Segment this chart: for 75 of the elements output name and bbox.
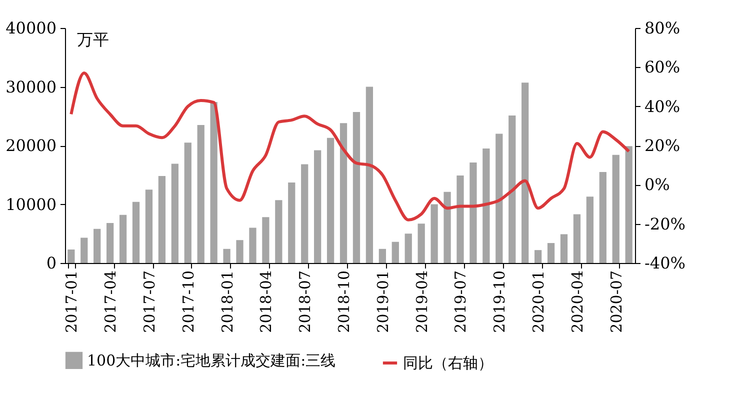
x-tick-label: 2017-04 bbox=[102, 270, 120, 333]
x-tick-label: 2020-07 bbox=[607, 270, 626, 333]
bar bbox=[378, 248, 386, 263]
line-series bbox=[70, 72, 630, 222]
x-tick-label: 2017-01 bbox=[62, 270, 81, 333]
bar bbox=[625, 146, 632, 263]
x-tick-label: 2018-10 bbox=[335, 270, 354, 333]
bar bbox=[288, 182, 296, 263]
bar bbox=[340, 123, 348, 263]
y2-tick-label: 40% bbox=[644, 96, 680, 116]
bar bbox=[547, 243, 555, 263]
bar bbox=[223, 248, 230, 263]
x-tick-label: 2020-04 bbox=[568, 270, 586, 333]
bar bbox=[508, 116, 516, 263]
x-tick-label: 2019-04 bbox=[412, 270, 431, 333]
bar bbox=[366, 86, 374, 263]
x-tick-label: 2019-07 bbox=[452, 270, 470, 333]
y-tick-label: 20000 bbox=[6, 136, 56, 155]
bar bbox=[496, 134, 503, 263]
bar bbox=[482, 148, 490, 263]
bar bbox=[522, 82, 529, 263]
bar bbox=[171, 164, 178, 263]
bar bbox=[314, 150, 322, 263]
bar bbox=[301, 164, 308, 263]
x-tick-label: 2017-10 bbox=[179, 270, 198, 333]
legend-label: 同比（右轴） bbox=[403, 354, 493, 372]
y2-tick-label: 60% bbox=[644, 58, 680, 77]
x-tick-label: 2019-10 bbox=[490, 270, 509, 333]
bar bbox=[94, 228, 101, 263]
bar bbox=[197, 124, 204, 263]
x-tick-label: 2019-01 bbox=[374, 270, 392, 333]
bar bbox=[612, 154, 620, 263]
bar bbox=[236, 240, 244, 263]
y2-tick-label: -40% bbox=[644, 254, 686, 272]
x-tick-label: 2018-01 bbox=[218, 270, 236, 333]
y2-tick-label: 20% bbox=[644, 136, 680, 155]
y-tick-label: 40000 bbox=[6, 18, 56, 38]
x-tick-label: 2018-04 bbox=[257, 270, 276, 333]
y2-tick-label: 80% bbox=[644, 18, 680, 38]
y2-tick-label: -20% bbox=[644, 214, 686, 234]
bar bbox=[534, 250, 542, 263]
bar bbox=[262, 217, 270, 263]
bar bbox=[418, 224, 425, 263]
bar bbox=[599, 172, 606, 263]
bar bbox=[586, 196, 594, 263]
bar bbox=[456, 175, 464, 263]
y-tick-label: 30000 bbox=[6, 77, 56, 96]
bar bbox=[352, 112, 360, 263]
y2-tick-label: 0% bbox=[644, 175, 670, 194]
bar bbox=[119, 214, 127, 263]
bar bbox=[249, 228, 256, 263]
annotation: 万平 bbox=[77, 30, 109, 49]
y-tick-label: 10000 bbox=[6, 194, 56, 214]
bar bbox=[145, 190, 153, 263]
bar bbox=[444, 192, 451, 263]
x-tick-label: 2018-07 bbox=[296, 270, 314, 333]
bar bbox=[392, 242, 399, 263]
bar bbox=[404, 234, 412, 263]
bar bbox=[158, 176, 166, 263]
bar bbox=[326, 138, 334, 263]
bar bbox=[106, 223, 114, 263]
bar bbox=[132, 202, 140, 263]
x-tick-label: 2017-07 bbox=[140, 270, 158, 333]
bar bbox=[68, 249, 75, 263]
bar bbox=[184, 142, 192, 263]
bar bbox=[560, 234, 568, 263]
x-tick-label: 2020-01 bbox=[530, 270, 548, 333]
legend-label: 100大中城市:宅地累计成交建面:三线 bbox=[87, 351, 336, 370]
y-tick-label: 0 bbox=[46, 254, 56, 272]
bar bbox=[573, 214, 581, 263]
bar bbox=[470, 162, 477, 263]
bar bbox=[210, 102, 218, 263]
bar bbox=[80, 238, 88, 263]
bar bbox=[275, 200, 282, 263]
bar bbox=[430, 204, 438, 263]
